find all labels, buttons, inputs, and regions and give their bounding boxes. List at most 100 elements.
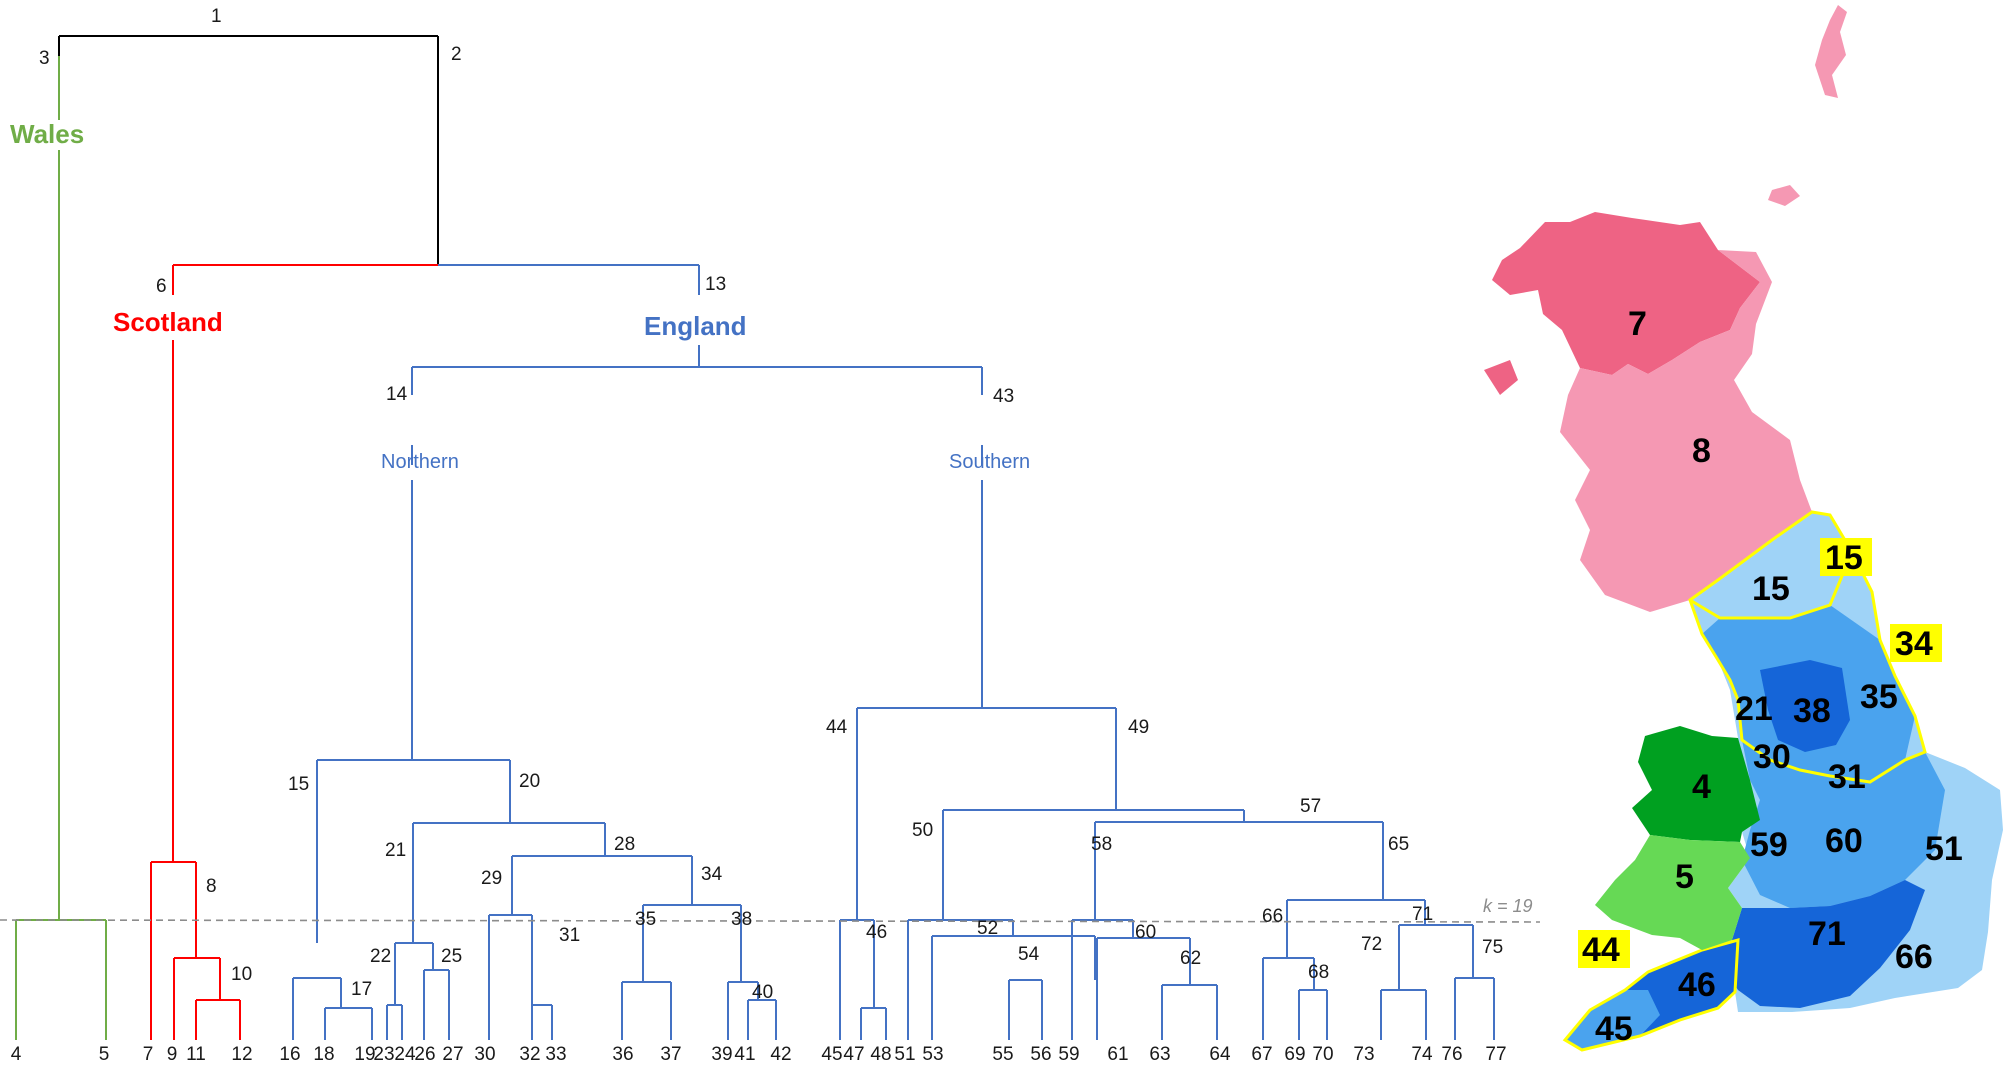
leaf-label-45: 45 [821, 1044, 842, 1065]
node-label-20: 20 [519, 771, 540, 792]
branch-node-11-12 [195, 999, 241, 1040]
group-label-scotland: Scotland [113, 307, 223, 337]
leaf-label-7: 7 [143, 1044, 154, 1065]
leaf-label-27: 27 [442, 1044, 463, 1065]
map-label-4: 4 [1692, 768, 1711, 806]
map-region-shetland [1815, 5, 1847, 98]
map-label-45: 45 [1595, 1010, 1633, 1048]
cut-line [0, 919, 1541, 923]
node-label-31: 31 [559, 925, 580, 946]
map-label-60: 60 [1825, 822, 1863, 860]
leaf-label-76: 76 [1441, 1044, 1462, 1065]
leaf-label-77: 77 [1485, 1044, 1506, 1065]
leaf-label-64: 64 [1209, 1044, 1231, 1065]
branch-node-34 [642, 904, 742, 982]
branch-node-54 [1008, 979, 1043, 1040]
branch-node-13 [438, 264, 700, 295]
node-label-46: 46 [866, 922, 887, 943]
scotland-branches [150, 264, 438, 1040]
leaf-label-39: 39 [711, 1044, 732, 1065]
leaf-label-36: 36 [612, 1044, 633, 1065]
branch-node-58 [1071, 919, 1134, 1040]
map-region-7 [1492, 212, 1760, 375]
node-label-15: 15 [288, 774, 309, 795]
branch-node-72 [1380, 989, 1427, 1040]
leaf-label-42: 42 [770, 1044, 791, 1065]
cut-label: k = 19 [1483, 896, 1533, 916]
node-label-13: 13 [705, 274, 726, 295]
leaf-label-11: 11 [186, 1044, 206, 1065]
node-label-29: 29 [481, 868, 502, 889]
leaf-label-59: 59 [1058, 1044, 1079, 1065]
branch-north-south-labels [411, 445, 983, 465]
node-label-43: 43 [993, 386, 1014, 407]
node-label-34: 34 [701, 864, 723, 885]
branch-node-50-57 [942, 809, 1245, 920]
group-label-england: England [644, 311, 747, 341]
node-label-14: 14 [386, 384, 408, 405]
gb-map: 7 8 15 21 38 35 30 31 4 59 60 51 5 71 66 46 45 15 34 44 [1484, 5, 2003, 1052]
leaf-label-70: 70 [1312, 1044, 1333, 1065]
node-label-75: 75 [1482, 937, 1503, 958]
node-label-22: 22 [370, 946, 391, 967]
leaf-label-23: 23 [373, 1044, 394, 1065]
node-label-57: 57 [1300, 796, 1321, 817]
node-label-52: 52 [977, 918, 998, 939]
branch-wales-leaves [15, 919, 107, 1040]
map-highlight-label-34: 34 [1895, 625, 1933, 663]
highlight-box-44 [1578, 930, 1630, 968]
branch-node-31 [531, 1004, 553, 1040]
node-label-35: 35 [635, 909, 656, 930]
map-region-4 [1632, 726, 1760, 842]
branch-node-38 [727, 981, 759, 1040]
leaf-label-9: 9 [167, 1044, 178, 1065]
leaf-label-16: 16 [279, 1044, 300, 1065]
node-label-65: 65 [1388, 834, 1409, 855]
map-region-5 [1595, 835, 1750, 950]
branch-node-75 [1454, 977, 1495, 1040]
leaf-label-26: 26 [414, 1044, 435, 1065]
node-label-58: 58 [1091, 834, 1112, 855]
leaf-label-55: 55 [992, 1044, 1013, 1065]
node-labels: 2 3 6 13 14 43 1 8 10 15 17 20 21 22 25 28 29 31 34 35 38 40 4… [39, 6, 1503, 1003]
wales-branches [15, 56, 107, 1040]
leaf-label-33: 33 [545, 1044, 566, 1065]
map-outline-15 [1689, 551, 1854, 620]
node-label-3: 3 [39, 48, 50, 69]
branch-node-25 [423, 969, 450, 1040]
map-outline-34 [1688, 510, 1927, 784]
map-label-7: 7 [1628, 305, 1647, 343]
leaf-label-74: 74 [1411, 1044, 1433, 1065]
leaf-label-19: 19 [354, 1044, 375, 1065]
map-region-71 [1725, 880, 1925, 1008]
node-label-38: 38 [731, 909, 752, 930]
branch-node-21-28 [412, 822, 606, 943]
branch-node-29 [488, 914, 533, 1040]
leaf-label-63: 63 [1149, 1044, 1170, 1065]
leaf-label-30: 30 [474, 1044, 495, 1065]
node-label-50: 50 [912, 820, 933, 841]
group-label-northern: Northern [381, 451, 459, 473]
node-label-17: 17 [351, 979, 372, 1000]
map-label-5: 5 [1675, 858, 1694, 896]
leaf-label-73: 73 [1353, 1044, 1374, 1065]
leaf-label-12: 12 [231, 1044, 252, 1065]
branch-node-60 [1096, 937, 1191, 1040]
branch-node-6 [172, 264, 438, 295]
node-label-62: 62 [1180, 948, 1201, 969]
branch-node-57 [1094, 821, 1384, 920]
leaf-label-69: 69 [1284, 1044, 1305, 1065]
map-region-7-island [1484, 360, 1518, 395]
node-label-49: 49 [1128, 717, 1149, 738]
group-label-southern: Southern [949, 451, 1030, 473]
node-label-8: 8 [206, 876, 217, 897]
branch-node-28 [511, 855, 693, 915]
leaf-label-41: 41 [734, 1044, 755, 1065]
node-label-68: 68 [1308, 962, 1329, 983]
leaf-label-56: 56 [1030, 1044, 1051, 1065]
node-label-71: 71 [1412, 904, 1433, 925]
leaf-label-5: 5 [99, 1044, 110, 1065]
